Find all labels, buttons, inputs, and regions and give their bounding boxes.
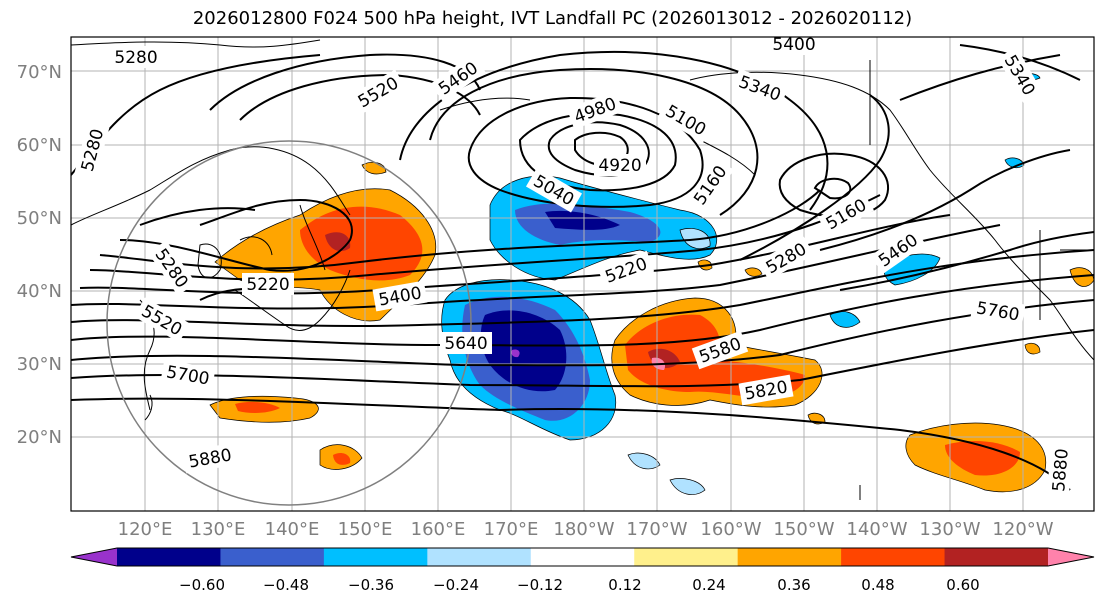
lon-label: 130°E [191,519,246,540]
plot-frame [70,36,1095,512]
lon-label: 120°W [992,519,1053,540]
colorbar [70,547,1095,567]
colorbar-tick-label: 0.12 [608,576,641,594]
lon-label: 150°W [773,519,834,540]
lat-label: 30°N [17,354,62,375]
colorbar-segment [427,548,532,566]
colorbar-tick-label: 0.48 [861,576,894,594]
lon-label: 130°W [919,519,980,540]
contour-label: 4920 [598,156,641,176]
contour-label: 5640 [444,334,487,354]
lon-label: 120°E [118,519,173,540]
colorbar-tick-label: 0.60 [946,576,979,594]
lon-label: 150°E [338,519,393,540]
colorbar-tick-label: −0.24 [433,576,479,594]
colorbar-tick-label: −0.48 [263,576,309,594]
lat-label: 50°N [17,208,62,229]
lon-label: 140°E [265,519,320,540]
colorbar-segment [323,548,428,566]
colorbar-extend-max [1048,548,1094,566]
colorbar-ticks: −0.60 −0.48 −0.36 −0.24 −0.12 0.12 0.24 … [179,576,980,594]
graticule [71,37,1094,511]
lon-label: 140°W [846,519,907,540]
latitude-labels: 70°N 60°N 50°N 40°N 30°N 20°N [17,62,62,448]
map-title: 2026012800 F024 500 hPa height, IVT Land… [192,8,913,29]
colorbar-tick-label: 0.24 [692,576,725,594]
colorbar-extend-min [71,548,117,566]
colorbar-segment [634,548,739,566]
colorbar-segment [944,548,1049,566]
contour-label: 5400 [772,35,815,55]
lat-label: 40°N [17,281,62,302]
lat-label: 60°N [17,135,62,156]
colorbar-tick-label: −0.60 [179,576,225,594]
contour-label: 5220 [246,275,289,295]
lon-label: 160°W [700,519,761,540]
lon-label: 160°E [411,519,466,540]
height-contours [71,44,1094,491]
colorbar-segment [737,548,842,566]
colorbar-segment [530,548,635,566]
lat-label: 70°N [17,62,62,83]
colorbar-tick-label: −0.36 [348,576,394,594]
lon-label: 170°W [626,519,687,540]
contour-label: 5280 [114,48,157,68]
colorbar-tick-label: 0.36 [777,576,810,594]
longitude-labels: 120°E 130°E 140°E 150°E 160°E 170°E 180°… [118,519,1054,540]
contour-label: 5880 [1049,448,1073,493]
colorbar-tick-label: −0.12 [517,576,563,594]
radius-circle [106,140,472,506]
colorbar-segment [220,548,325,566]
lon-label: 180°W [553,519,614,540]
colorbar-segment [117,548,221,566]
lat-label: 20°N [17,427,62,448]
lon-label: 170°E [484,519,539,540]
colorbar-segment [841,548,946,566]
colorbar-outline [70,547,1095,567]
